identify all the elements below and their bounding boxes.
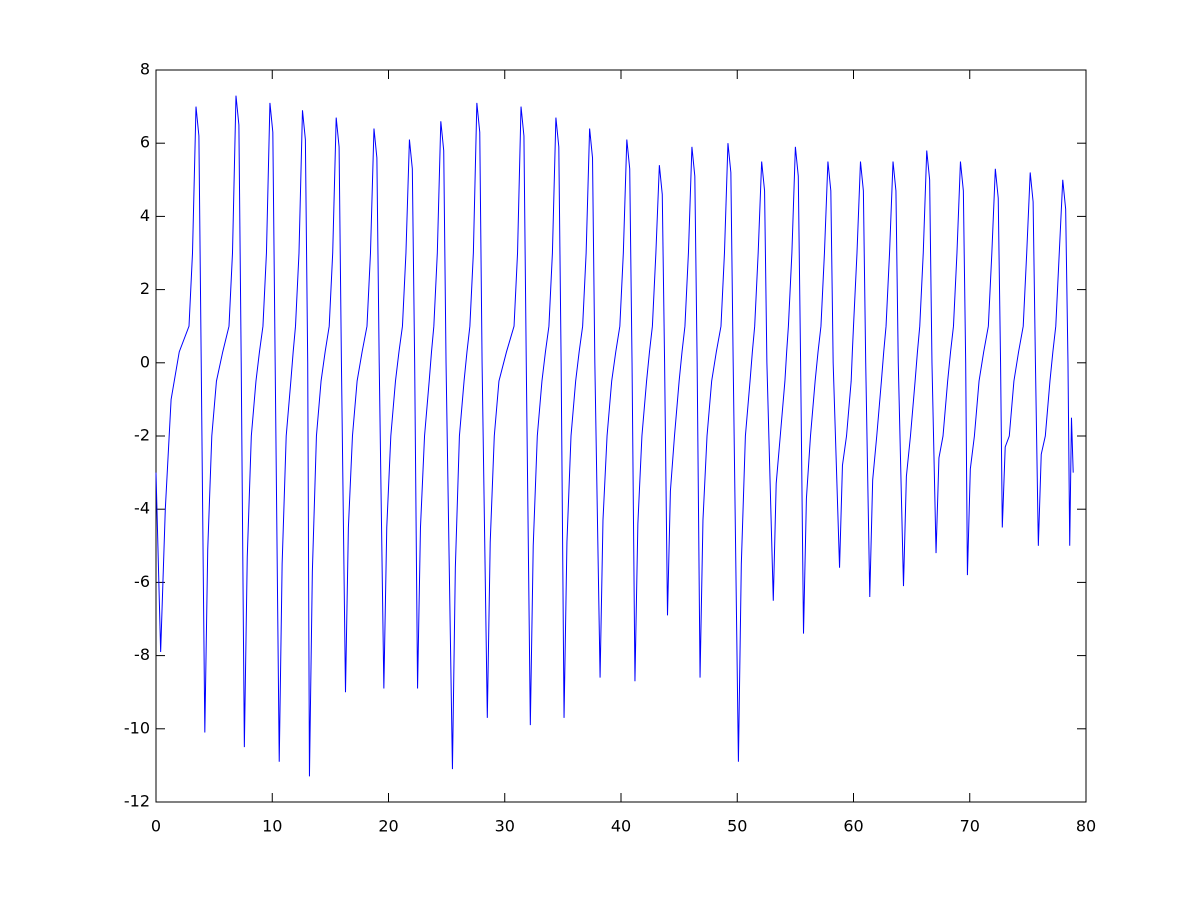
x-tick-label: 0 (151, 817, 161, 836)
data-line (155, 95, 1074, 777)
y-tick-label: -10 (124, 718, 150, 737)
y-tick-label: -6 (134, 572, 150, 591)
x-tick-label: 40 (611, 817, 631, 836)
x-tick-label: 30 (495, 817, 515, 836)
y-tick-label: 0 (140, 352, 150, 371)
y-tick-label: -8 (134, 645, 150, 664)
x-tick-label: 80 (1076, 817, 1096, 836)
x-tick-label: 10 (262, 817, 282, 836)
y-tick-label: -12 (124, 792, 150, 811)
x-tick-label: 60 (843, 817, 863, 836)
plot-frame (155, 69, 1087, 803)
x-tick-label: 70 (960, 817, 980, 836)
y-tick-label: 2 (140, 279, 150, 298)
y-tick-label: -2 (134, 426, 150, 445)
y-tick-label: 8 (140, 60, 150, 79)
x-tick-label: 50 (727, 817, 747, 836)
x-tick-label: 20 (378, 817, 398, 836)
y-tick-label: 4 (140, 206, 150, 225)
y-tick-label: 6 (140, 133, 150, 152)
y-tick-label: -4 (134, 499, 150, 518)
